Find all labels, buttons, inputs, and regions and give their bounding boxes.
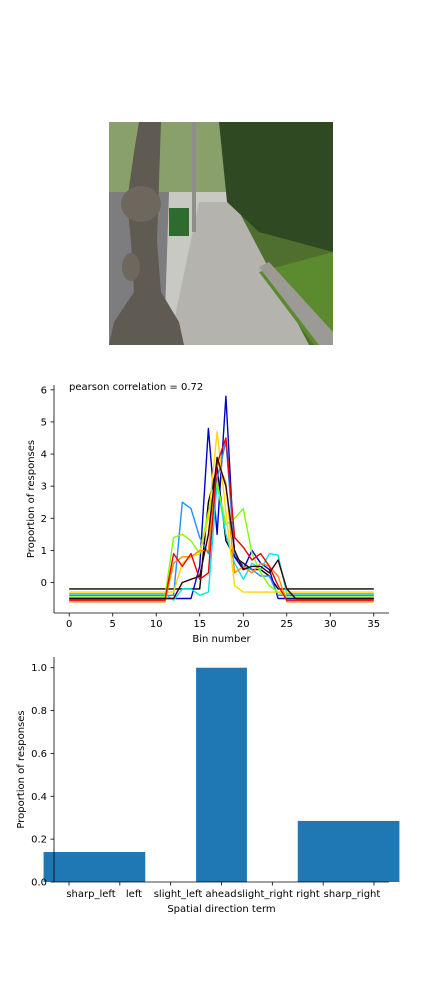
bar-chart-bar-sharp_left (43, 852, 146, 882)
line-chart-x-tick-label: 5 (110, 619, 116, 630)
line-chart-series-line-8 (69, 456, 374, 600)
line-chart-series-line-3 (69, 482, 374, 601)
bar-chart-x-ticks: sharp_left left slight_left ahead slight_rig… (66, 882, 380, 900)
line-chart-y-ticks: 0 1 2 3 4 5 6 (41, 385, 54, 589)
line-chart-y-tick-label: 6 (41, 385, 47, 396)
photo-pole (192, 122, 196, 232)
line-chart-series-line-7 (69, 437, 374, 601)
line-chart-x-tick-label: 15 (193, 619, 206, 630)
street-photo (109, 122, 333, 345)
line-chart-x-tick-label: 35 (367, 619, 380, 630)
bar-chart-bar-ahead (196, 667, 247, 882)
photo-green-bin (169, 208, 189, 236)
line-chart: pearson correlation = 0.72 0 5 10 15 20 25 30 3… (26, 382, 389, 645)
bar-chart-x-tick-label: slight_right (237, 889, 293, 900)
photo-hedge (219, 122, 333, 252)
line-chart-y-tick-label: 5 (41, 417, 47, 428)
bar-chart-y-tick-label: 0.4 (31, 792, 47, 803)
bar-chart-x-tick-label: sharp_right (324, 889, 381, 900)
line-chart-x-label: Bin number (192, 634, 251, 645)
photo-tree-knot (122, 253, 140, 281)
line-chart-series-line-2 (69, 440, 374, 596)
line-chart-series-line-6 (69, 459, 374, 603)
line-chart-y-tick-label: 1 (41, 546, 47, 557)
line-chart-x-tick-label: 0 (66, 619, 72, 630)
bar-chart-y-label: Proportion of responses (16, 710, 27, 828)
photo-sidewalk (169, 202, 309, 345)
line-chart-x-tick-label: 20 (237, 619, 250, 630)
bar-chart-y-tick-label: 0.8 (31, 706, 47, 717)
photo-curb (259, 262, 333, 345)
photo-tree-burl (121, 186, 161, 222)
street-photo-drawing (109, 122, 333, 345)
line-chart-series-group (69, 395, 374, 603)
line-chart-x-ticks: 0 5 10 15 20 25 30 35 (66, 613, 380, 630)
line-chart-y-tick-label: 0 (41, 578, 47, 589)
line-chart-x-tick-label: 30 (324, 619, 337, 630)
bar-chart-bar-right (297, 820, 400, 882)
line-chart-y-tick-label: 4 (41, 450, 47, 461)
line-chart-title: pearson correlation = 0.72 (69, 382, 203, 393)
line-chart-series-line-0 (69, 466, 374, 590)
bar-chart-y-tick-label: 0.6 (31, 749, 47, 760)
bar-chart-x-tick-label: left (126, 889, 142, 900)
line-chart-y-tick-label: 2 (41, 514, 47, 525)
bar-chart-bars (43, 667, 400, 882)
bar-chart-x-tick-label: sharp_left (66, 889, 115, 900)
bar-chart-y-tick-label: 0.0 (31, 878, 47, 889)
bar-chart-x-tick-label: ahead (205, 889, 236, 900)
bar-chart-x-label: Spatial direction term (167, 904, 275, 915)
bar-chart-y-ticks: 0.0 0.2 0.4 0.6 0.8 1.0 (31, 663, 54, 889)
bar-chart-y-tick-label: 1.0 (31, 663, 47, 674)
line-chart-y-tick-label: 3 (41, 482, 47, 493)
bar-chart-y-tick-label: 0.2 (31, 835, 47, 846)
line-chart-series-line-1 (69, 395, 374, 600)
bar-chart: sharp_left left slight_left ahead slight_rig… (16, 657, 400, 915)
bar-chart-x-tick-label: right (296, 889, 320, 900)
line-chart-y-label: Proportion of responses (26, 440, 37, 558)
bar-chart-x-tick-label: slight_left (154, 889, 203, 900)
photo-tree-trunk (109, 122, 184, 345)
line-chart-x-tick-label: 25 (280, 619, 293, 630)
line-chart-series-line-4 (69, 482, 374, 598)
line-chart-x-tick-label: 10 (150, 619, 163, 630)
